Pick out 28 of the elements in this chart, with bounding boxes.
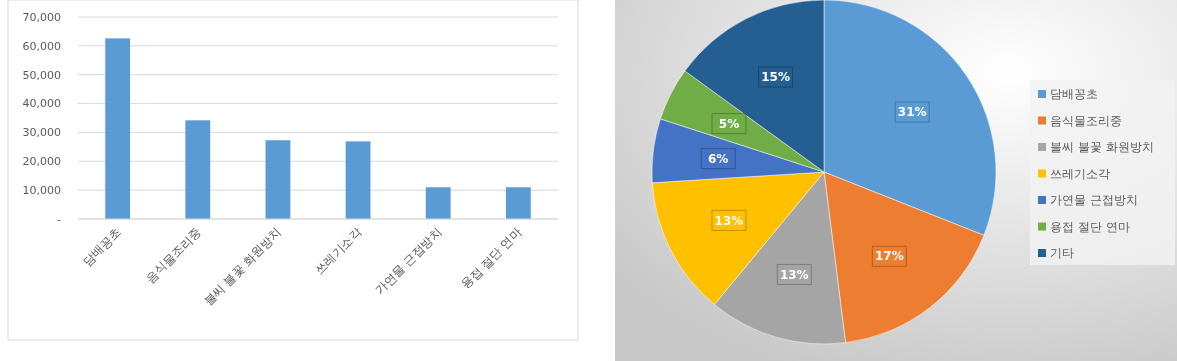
legend-label: 담배꽁초	[1050, 87, 1098, 102]
bar	[505, 187, 531, 219]
legend-label: 가연물 근접방치	[1050, 193, 1138, 208]
bar	[265, 140, 291, 219]
bar	[345, 141, 371, 219]
data-label: 13%	[779, 267, 809, 282]
bar	[425, 187, 451, 219]
bar	[185, 120, 211, 219]
data-label: 5%	[718, 116, 740, 131]
y-tick-label: 70,000	[22, 10, 61, 24]
y-tick-label: 50,000	[22, 68, 61, 82]
y-tick-label: 60,000	[22, 39, 61, 53]
data-label: 17%	[874, 249, 904, 264]
legend-label: 불씨 불꽃 화원방치	[1050, 140, 1154, 155]
data-label: 6%	[708, 151, 729, 166]
y-tick-label: 10,000	[22, 183, 61, 197]
y-tick-label: 20,000	[22, 155, 61, 169]
y-tick-label: 30,000	[22, 126, 61, 140]
legend-label: 기타	[1050, 246, 1074, 261]
data-label: 15%	[761, 70, 790, 85]
legend-label: 쓰레기소각	[1050, 166, 1110, 181]
data-label: 31%	[897, 105, 927, 120]
y-tick-label: -	[57, 212, 62, 226]
bar	[105, 38, 131, 219]
legend-label: 음식물조리중	[1050, 113, 1122, 128]
x-tick-label: 용접 절단 연마	[458, 225, 525, 292]
y-tick-label: 40,000	[22, 97, 61, 111]
data-label: 13%	[714, 213, 744, 228]
